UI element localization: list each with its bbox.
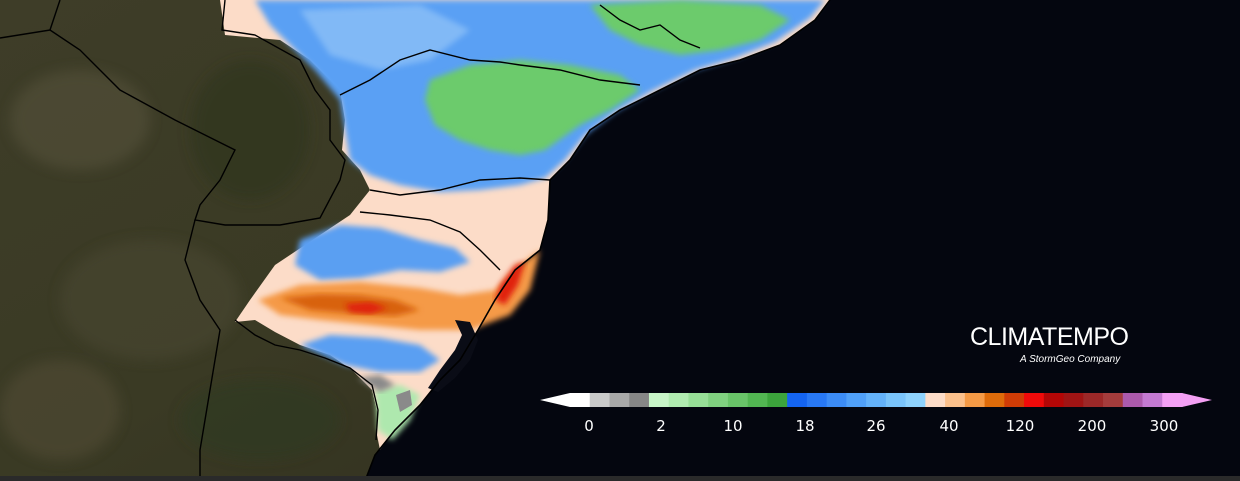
legend-swatch [925, 393, 946, 407]
precipitation-legend: 0 2 10 18 26 40 120 200 300 [540, 390, 1212, 440]
brand-wordmark: CLIMATEMPO [970, 323, 1129, 351]
legend-swatch [885, 393, 907, 407]
legend-swatch [1162, 393, 1183, 407]
legend-swatch [570, 393, 591, 407]
legend-swatch [1083, 393, 1104, 407]
legend-swatch [1103, 393, 1124, 407]
legend-tick-300: 300 [1149, 417, 1179, 435]
legend-tick-40: 40 [939, 417, 959, 435]
rain-zone-green-saopaulo [590, 0, 790, 55]
legend-tick-0: 0 [584, 417, 594, 435]
legend-colorbar [540, 393, 1212, 407]
legend-swatch [609, 393, 630, 407]
climatempo-logo: CLIMATEMPO A StormGeo Company [970, 322, 1140, 372]
legend-tick-120: 120 [1005, 417, 1035, 435]
legend-swatch [747, 393, 768, 407]
rain-zone-green-parana [425, 60, 640, 155]
legend-swatch [589, 393, 610, 407]
legend-swatch [688, 393, 709, 407]
legend-swatch [727, 393, 749, 407]
legend-swatch [945, 393, 966, 407]
lagoa-dos-patos [428, 320, 478, 392]
rain-zone-blue-south [295, 225, 470, 280]
legend-swatch [1043, 393, 1065, 407]
brand-tagline: A StormGeo Company [1020, 354, 1121, 365]
rain-zone-red-coast [495, 262, 525, 305]
legend-tick-10: 10 [723, 417, 743, 435]
rain-zone-blue-south2 [300, 335, 440, 372]
legend-tick-18: 18 [795, 417, 815, 435]
legend-tick-26: 26 [866, 417, 886, 435]
legend-swatch [866, 393, 887, 407]
legend-swatch [1024, 393, 1045, 407]
legend-swatch [846, 393, 867, 407]
legend-swatch [648, 393, 670, 407]
rain-zone-red-rs [345, 302, 388, 314]
legend-swatch [629, 393, 650, 407]
legend-swatch [1063, 393, 1084, 407]
rain-zone-gray-coast [396, 390, 412, 412]
rain-zone-gray-south [358, 375, 395, 392]
legend-swatch [668, 393, 689, 407]
rain-zone-lightblue-north [300, 5, 470, 70]
legend-swatch [708, 393, 729, 407]
land-texture [0, 60, 340, 460]
legend-swatch [826, 393, 847, 407]
bottom-edge-strip [0, 476, 1240, 481]
legend-tick-2: 2 [656, 417, 666, 435]
legend-over-arrow [1182, 393, 1212, 407]
precipitation-overlay [220, 0, 830, 450]
legend-swatch [787, 393, 808, 407]
legend-swatch [1142, 393, 1163, 407]
legend-swatch [905, 393, 926, 407]
legend-tick-200: 200 [1077, 417, 1107, 435]
legend-swatch [964, 393, 986, 407]
legend-swatch [1004, 393, 1025, 407]
legend-swatch [806, 393, 828, 407]
legend-swatch [984, 393, 1005, 407]
coastline [364, 0, 831, 481]
legend-under-arrow [540, 393, 570, 407]
legend-swatch [767, 393, 788, 407]
state-borders [0, 0, 701, 481]
legend-swatch [1122, 393, 1144, 407]
